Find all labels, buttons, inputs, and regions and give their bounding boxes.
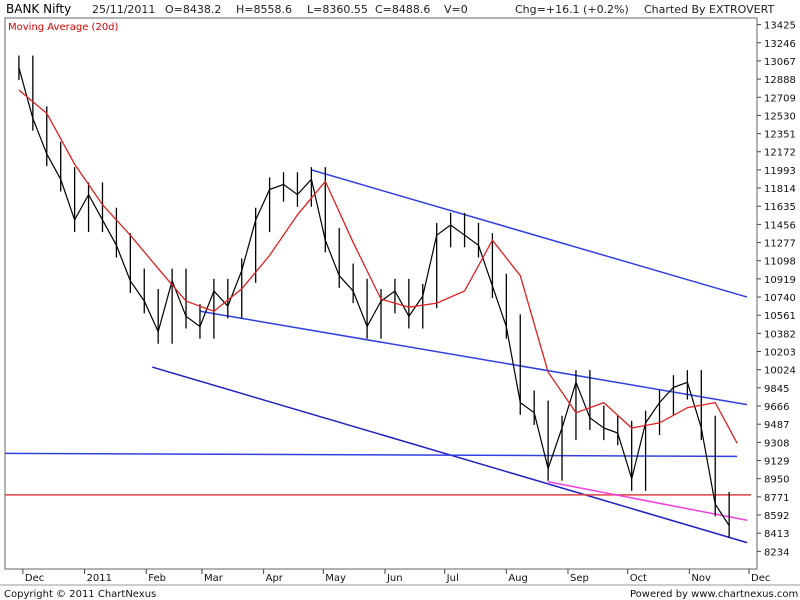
- x-tick-label: 2011: [87, 573, 112, 584]
- y-tick-label: 10919: [764, 275, 796, 286]
- y-tick-label: 12351: [764, 130, 796, 141]
- y-tick-label: 11456: [764, 220, 796, 231]
- y-axis: 13425 13246 13067 12888 12709 12530 12351 12172…: [757, 21, 796, 558]
- moving-average-label: Moving Average (20d): [8, 22, 119, 33]
- x-tick-label: Jul: [446, 573, 459, 584]
- y-tick-label: 11277: [764, 239, 796, 250]
- x-tick-label: Aug: [508, 573, 528, 584]
- x-tick-label: Jun: [386, 573, 403, 584]
- y-tick-label: 8413: [764, 529, 789, 540]
- y-tick-label: 8950: [764, 475, 789, 486]
- y-tick-label: 8234: [764, 547, 789, 558]
- copyright-text: Copyright © 2011 ChartNexus: [4, 589, 156, 600]
- x-tick-label: Sep: [570, 573, 589, 584]
- header-volume: V=0: [444, 3, 468, 16]
- y-tick-label: 12530: [764, 111, 796, 122]
- y-tick-label: 9666: [764, 402, 789, 413]
- y-tick-label: 9308: [764, 438, 789, 449]
- trendline: [311, 169, 748, 298]
- chart-title: BANK Nifty: [6, 2, 71, 16]
- y-tick-label: 13425: [764, 21, 796, 32]
- x-axis: Dec 2011 Feb Mar Apr May Jun Jul Aug Sep Oct Nov Dec: [22, 569, 770, 584]
- y-tick-label: 8771: [764, 493, 789, 504]
- y-tick-label: 12709: [764, 93, 796, 104]
- trendline: [4, 452, 738, 458]
- header-date: 25/11/2011: [92, 3, 155, 16]
- trendlines: [4, 169, 752, 544]
- x-tick-label: May: [325, 573, 346, 584]
- x-tick-label: Oct: [630, 573, 647, 584]
- moving-average-series: [18, 89, 738, 444]
- header-charted-by: Charted By EXTROVERT: [644, 3, 774, 16]
- moving-average-line: [18, 89, 738, 444]
- y-tick-label: 11993: [764, 166, 796, 177]
- price-line: [18, 67, 730, 526]
- x-tick-label: Apr: [266, 573, 284, 584]
- y-tick-label: 10203: [764, 348, 796, 359]
- y-tick-label: 10024: [764, 366, 796, 377]
- header-change: Chg=+16.1 (+0.2%): [515, 3, 629, 16]
- trendline: [547, 480, 748, 522]
- y-tick-label: 13246: [764, 39, 796, 50]
- y-tick-label: 12172: [764, 148, 796, 159]
- header-open: O=8438.2: [165, 3, 221, 16]
- y-tick-label: 12888: [764, 75, 796, 86]
- x-tick-label: Dec: [25, 573, 44, 584]
- y-tick-label: 8592: [764, 511, 789, 522]
- price-series: [18, 55, 730, 538]
- header-close: C=8488.6: [375, 3, 430, 16]
- y-tick-label: 9487: [764, 420, 789, 431]
- y-tick-label: 9129: [764, 457, 789, 468]
- trendline: [199, 310, 748, 406]
- powered-by-text: Powered by www.chartnexus.com: [630, 589, 798, 600]
- y-tick-label: 10740: [764, 293, 796, 304]
- y-tick-label: 9845: [764, 384, 789, 395]
- header-high: H=8558.6: [236, 3, 292, 16]
- y-tick-label: 10382: [764, 329, 796, 340]
- x-tick-label: Nov: [691, 573, 711, 584]
- x-tick-label: Mar: [204, 573, 224, 584]
- header-low: L=8360.55: [307, 3, 368, 16]
- y-tick-label: 13067: [764, 57, 796, 68]
- x-tick-label: Dec: [751, 573, 770, 584]
- y-tick-label: 11635: [764, 202, 796, 213]
- y-tick-label: 10561: [764, 311, 796, 322]
- y-tick-label: 11814: [764, 184, 796, 195]
- x-tick-label: Feb: [148, 573, 166, 584]
- y-tick-label: 11098: [764, 257, 796, 268]
